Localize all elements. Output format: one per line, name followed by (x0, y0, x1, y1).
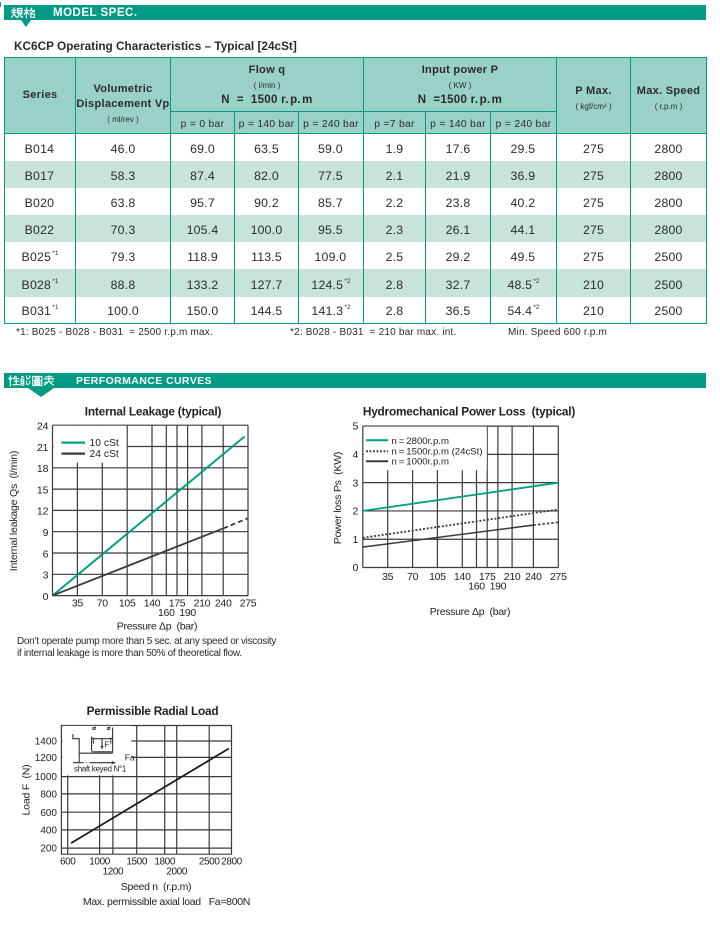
svg-text:4: 4 (352, 449, 358, 461)
svg-text:3: 3 (352, 477, 358, 489)
svg-text:Hydromechanical Power Loss (t: Hydromechanical Power Loss (typical) (363, 405, 575, 419)
svg-text:200: 200 (40, 844, 57, 855)
svg-text:18: 18 (37, 463, 49, 475)
svg-text:0: 0 (43, 591, 49, 603)
svg-text:1400: 1400 (35, 737, 58, 748)
svg-text:190: 190 (490, 580, 507, 592)
svg-text:6: 6 (43, 548, 49, 560)
svg-text:240: 240 (525, 571, 542, 583)
svg-text:240: 240 (215, 597, 232, 609)
svg-text:35: 35 (382, 571, 394, 583)
svg-text:Max. permissible axial load: Max. permissible axial load Fa=800N (83, 896, 250, 908)
svg-text:800: 800 (40, 790, 57, 801)
svg-text:n = 1500r.p.m (24cSt): n = 1500r.p.m (24cSt) (392, 447, 483, 458)
svg-text:2500: 2500 (199, 857, 220, 868)
svg-text:5: 5 (352, 421, 358, 433)
svg-text:1200: 1200 (103, 867, 124, 878)
svg-text:Permissible Radial Load: Permissible Radial Load (87, 704, 219, 718)
svg-text:Power loss Ps (KW): Power loss Ps (KW) (332, 452, 344, 544)
svg-text:190: 190 (179, 607, 196, 619)
svg-text:3: 3 (43, 570, 49, 582)
svg-text:105: 105 (119, 597, 136, 609)
svg-text:70: 70 (407, 571, 419, 583)
svg-text:F: F (104, 739, 109, 749)
svg-text:1000: 1000 (35, 772, 58, 783)
svg-text:9: 9 (43, 527, 49, 539)
svg-text:0: 0 (352, 562, 358, 574)
svg-text:Speed n (r.p.m): Speed n (r.p.m) (121, 881, 191, 893)
svg-text:175: 175 (169, 597, 186, 609)
svg-text:2: 2 (352, 506, 358, 518)
svg-text:24 cSt: 24 cSt (90, 449, 119, 460)
svg-text:1800: 1800 (154, 857, 175, 868)
svg-text:1: 1 (352, 534, 358, 546)
svg-text:12: 12 (37, 506, 49, 518)
svg-text:275: 275 (550, 571, 567, 583)
svg-text:Internal leakage Qs (l/min): Internal leakage Qs (l/min) (8, 451, 20, 571)
svg-text:Fa: Fa (125, 752, 135, 762)
svg-text:Internal Leakage (typical): Internal Leakage (typical) (85, 405, 222, 419)
svg-text:140: 140 (144, 597, 161, 609)
svg-text:35: 35 (72, 597, 84, 609)
svg-text:21: 21 (37, 442, 49, 454)
svg-text:2800: 2800 (221, 857, 242, 868)
svg-text:shaft keyed N°1: shaft keyed N°1 (74, 764, 127, 773)
svg-text:Load F (N): Load F (N) (21, 765, 33, 816)
svg-text:140: 140 (454, 571, 471, 583)
svg-text:70: 70 (97, 597, 109, 609)
svg-text:24: 24 (37, 421, 49, 433)
svg-text:1000: 1000 (89, 857, 110, 868)
svg-text:n = 2800r.p.m: n = 2800r.p.m (392, 436, 449, 447)
svg-text:15: 15 (37, 484, 49, 496)
svg-text:Pressure Δp (bar): Pressure Δp (bar) (430, 606, 510, 618)
svg-text:175: 175 (479, 571, 496, 583)
svg-text:10 cSt: 10 cSt (90, 438, 119, 449)
svg-text:600: 600 (40, 808, 57, 819)
svg-text:160: 160 (158, 607, 175, 619)
svg-text:210: 210 (504, 571, 521, 583)
svg-text:1500: 1500 (126, 857, 147, 868)
svg-text:275: 275 (240, 597, 257, 609)
svg-text:600: 600 (60, 857, 76, 868)
svg-text:Pressure Δp (bar): Pressure Δp (bar) (117, 621, 197, 633)
svg-text:210: 210 (194, 597, 211, 609)
svg-text:400: 400 (40, 826, 57, 837)
svg-text:2000: 2000 (166, 867, 187, 878)
svg-text:1200: 1200 (35, 753, 58, 764)
svg-text:160: 160 (468, 580, 485, 592)
svg-text:n = 1000r.p.m: n = 1000r.p.m (392, 457, 449, 468)
svg-text:105: 105 (429, 571, 446, 583)
